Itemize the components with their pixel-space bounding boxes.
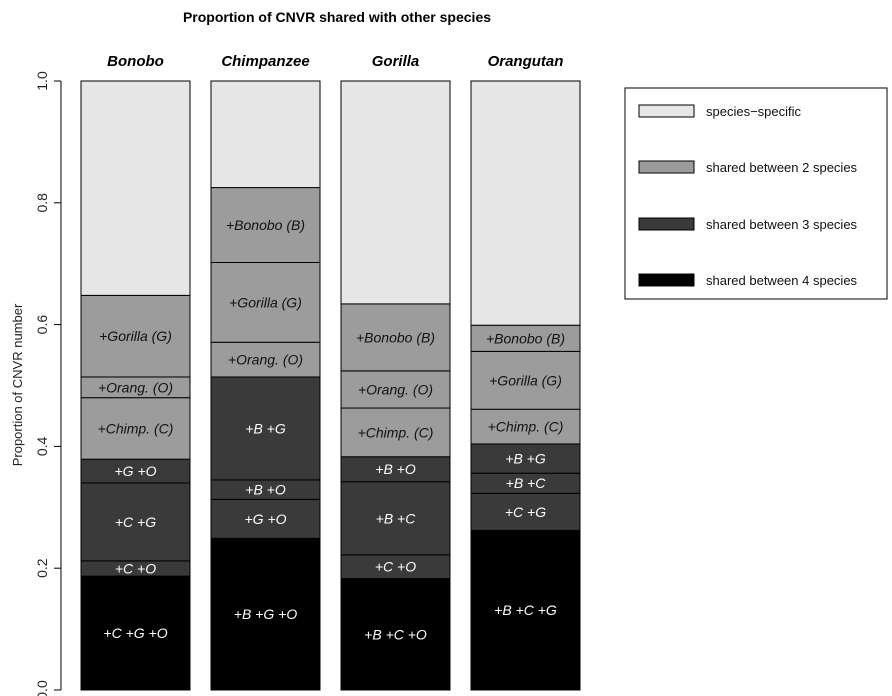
segment-label: +C +G +O [103,625,167,641]
legend-swatch [638,273,695,287]
segment-label: +B +O [375,461,416,477]
species-label-chimpanzee: Chimpanzee [221,53,309,70]
species-label-gorilla: Gorilla [372,53,420,70]
segment-label: +B +O [245,482,286,498]
bar-segment [340,370,451,409]
legend: species−specific shared between 2 species… [624,87,888,300]
segment-label: +B +G +O [234,606,298,622]
bar-segment [80,482,191,562]
segment-label: +Orang. (O) [358,381,433,397]
bar-segment [470,443,581,474]
bar-segment [470,529,581,691]
segment-label: +B +G [505,451,546,467]
bar-segment [210,376,321,481]
chart-title: Proportion of CNVR shared with other spe… [183,9,491,25]
bar-segment [210,187,321,263]
segment-label: +Bonobo (B) [226,217,305,233]
bar-segment [470,80,581,326]
legend-label: shared between 2 species [706,160,858,175]
segment-label: +Orang. (O) [98,379,173,395]
bar-segment [340,578,451,691]
bars-group: Bonobo +C +G +O +C +O +C +G +G +O +Chimp. (C)… [80,53,581,691]
segment-label: +Gorilla (G) [489,372,562,388]
segment-label: +C +G [115,514,156,530]
segment-label: +C +G [505,504,546,520]
segment-label: +Bonobo (B) [486,330,565,346]
bar-segment [80,575,191,691]
y-tick-label: 0.0 [34,680,50,696]
segment-label: +C +O [375,559,416,575]
segment-label: +B +G [245,420,286,436]
bar-segment [80,397,191,460]
bar-segment [80,294,191,378]
segment-label: +Bonobo (B) [356,329,435,345]
y-tick-label: 0.2 [34,558,50,578]
segment-label: +B +C +O [364,626,427,642]
segment-label: +Orang. (O) [228,352,303,368]
y-tick-label: 0.6 [34,315,50,335]
y-tick-label: 0.8 [34,193,50,213]
bar-segment [210,537,321,691]
y-axis-label: Proportion of CNVR number [10,303,25,466]
bar-segment [340,407,451,458]
bar-segment [80,80,191,296]
bar-segment [210,341,321,378]
bar-segment [470,408,581,445]
segment-label: +B +C [376,510,417,526]
species-label-orangutan: Orangutan [488,53,564,70]
legend-swatch [638,217,695,231]
bar-segment [210,80,321,189]
segment-label: +Chimp. (C) [358,424,434,440]
y-tick-label: 1.0 [34,71,50,91]
segment-label: +Gorilla (G) [99,328,172,344]
bar-segment [340,80,451,305]
segment-label: +B +C +G [494,602,557,618]
bar-segment [210,261,321,343]
bar-segment [340,481,451,556]
segment-label: +Chimp. (C) [98,420,174,436]
segment-label: +G +O [114,463,156,479]
bar-segment [470,324,581,352]
bar-segment [470,492,581,531]
legend-box [624,87,888,300]
segment-label: +G +O [244,511,286,527]
y-tick-label: 0.4 [34,436,50,456]
bar-segment [210,498,321,539]
segment-label: +Chimp. (C) [488,419,564,435]
legend-label: shared between 4 species [706,273,858,288]
bar-segment [340,303,451,372]
legend-swatch [638,104,695,118]
bar-segment [470,350,581,410]
bar-segment [340,456,451,483]
segment-label: +Gorilla (G) [229,294,302,310]
legend-label: species−specific [706,104,802,119]
legend-label: shared between 3 species [706,217,858,232]
segment-label: +B +C [506,475,547,491]
segment-label: +C +O [115,561,156,577]
species-label-bonobo: Bonobo [107,53,164,70]
y-axis-ticks: 0.0 0.2 0.4 0.6 0.8 1.0 [34,71,61,696]
legend-swatch [638,160,695,174]
